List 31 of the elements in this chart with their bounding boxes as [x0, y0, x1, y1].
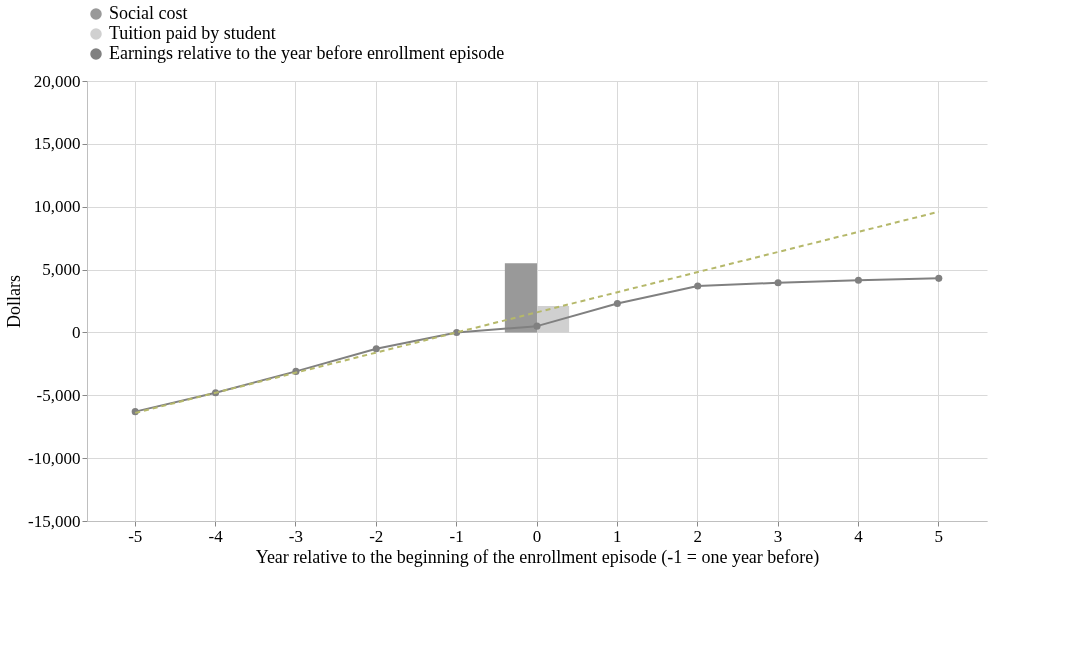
x-tick-label: -4 [208, 526, 224, 546]
point [694, 282, 702, 290]
point [613, 299, 621, 308]
y-axis-title: Dollars [4, 275, 25, 328]
x-tick-label: 1 [613, 526, 622, 546]
y-tick-label: 5,000 [42, 260, 81, 280]
x-axis-title: Year relative to the beginning of the enrollment episode (-1 = one year before) [255, 546, 820, 568]
y-tick-label: -15,000 [28, 511, 81, 531]
x-tick-label: -3 [288, 526, 304, 546]
legend-label: Earnings relative to the year before enrollment episode [109, 43, 505, 63]
x-tick-label: 5 [934, 526, 944, 546]
y-tick-label: 10,000 [33, 197, 81, 217]
point [854, 276, 862, 284]
x-tick-label: 3 [773, 526, 783, 546]
x-tick-label: 0 [532, 526, 542, 546]
y-tick-label: -5,000 [36, 385, 81, 405]
y-tick-label: -10,000 [28, 448, 81, 468]
point [533, 322, 541, 330]
point [372, 345, 380, 353]
x-tick-label: -1 [449, 526, 464, 546]
point [774, 279, 782, 287]
x-tick-label: -5 [128, 526, 143, 546]
legend-label: Social cost [109, 3, 188, 23]
x-tick-label: 4 [854, 526, 864, 546]
y-tick-label: 0 [72, 322, 81, 342]
point [935, 274, 943, 282]
legend-label: Tuition paid by student [109, 23, 276, 43]
x-tick-label: 2 [693, 526, 702, 546]
y-tick-label: 20,000 [33, 71, 81, 91]
x-tick-label: -2 [369, 526, 384, 546]
y-tick-label: 15,000 [33, 134, 81, 154]
